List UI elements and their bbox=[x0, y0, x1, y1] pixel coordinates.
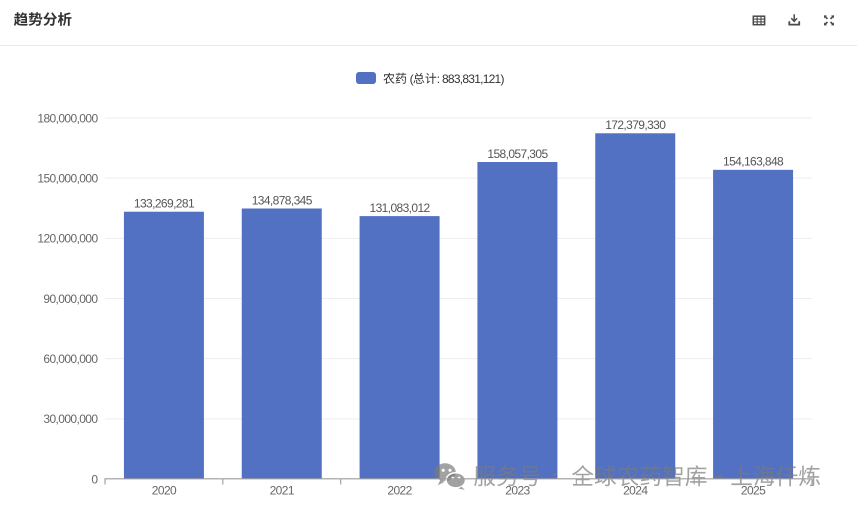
svg-text:134,878,345: 134,878,345 bbox=[252, 193, 313, 207]
svg-text:172,379,330: 172,379,330 bbox=[605, 118, 666, 132]
svg-text::: : bbox=[437, 72, 440, 86]
svg-text:150,000,000: 150,000,000 bbox=[37, 172, 98, 186]
svg-text:131,083,012: 131,083,012 bbox=[370, 201, 431, 215]
svg-text:2025: 2025 bbox=[741, 484, 766, 498]
svg-text:2021: 2021 bbox=[270, 484, 295, 498]
svg-text:2020: 2020 bbox=[152, 484, 177, 498]
svg-text:158,057,305: 158,057,305 bbox=[487, 147, 548, 161]
svg-text:883,831,121): 883,831,121) bbox=[442, 72, 504, 86]
svg-text:(: ( bbox=[410, 72, 414, 86]
svg-text:60,000,000: 60,000,000 bbox=[43, 352, 98, 366]
svg-text:0: 0 bbox=[91, 472, 98, 486]
svg-text:154,163,848: 154,163,848 bbox=[723, 155, 784, 169]
svg-text:180,000,000: 180,000,000 bbox=[37, 111, 98, 125]
svg-text:30,000,000: 30,000,000 bbox=[43, 412, 98, 426]
svg-text:120,000,000: 120,000,000 bbox=[37, 232, 98, 246]
svg-text:133,269,281: 133,269,281 bbox=[134, 197, 195, 211]
svg-text:2024: 2024 bbox=[623, 484, 648, 498]
svg-text:2023: 2023 bbox=[505, 484, 530, 498]
svg-text:2022: 2022 bbox=[387, 484, 412, 498]
svg-text:90,000,000: 90,000,000 bbox=[43, 292, 98, 306]
